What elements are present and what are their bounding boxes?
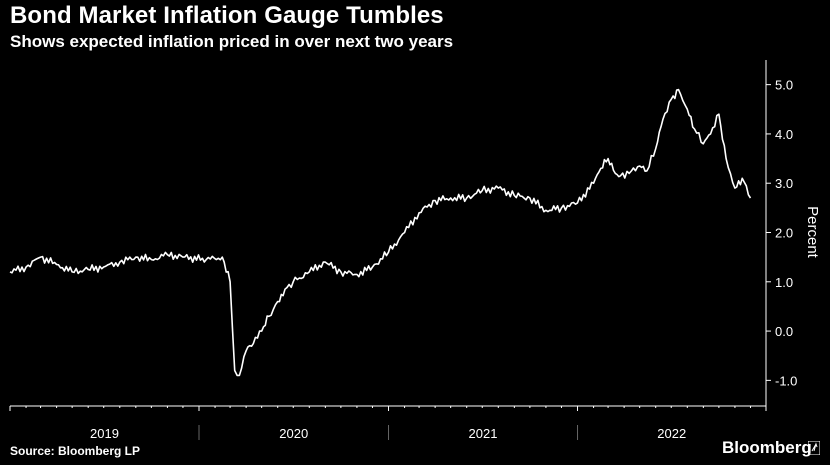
y-tick-label: 5.0 <box>775 78 793 93</box>
y-tick-label: 3.0 <box>775 176 793 191</box>
chart-subtitle: Shows expected inflation priced in over … <box>10 32 454 51</box>
source-note: Source: Bloomberg LP <box>10 444 141 458</box>
bloomberg-terminal-icon <box>808 441 820 455</box>
y-tick-label: 4.0 <box>775 127 793 142</box>
x-tick-label: 2020 <box>279 426 308 441</box>
x-tick-label: 2022 <box>657 426 686 441</box>
y-axis-label: Percent <box>804 206 821 259</box>
y-tick-label: 0.0 <box>775 324 793 339</box>
x-tick-label: 2021 <box>469 426 498 441</box>
y-tick-label: 1.0 <box>775 275 793 290</box>
y-tick-label: -1.0 <box>775 373 797 388</box>
bloomberg-logo: Bloomberg <box>722 438 812 457</box>
series-line <box>9 88 752 377</box>
y-tick-label: 2.0 <box>775 226 793 241</box>
chart-title: Bond Market Inflation Gauge Tumbles <box>10 2 444 29</box>
x-tick-label: 2019 <box>90 426 119 441</box>
